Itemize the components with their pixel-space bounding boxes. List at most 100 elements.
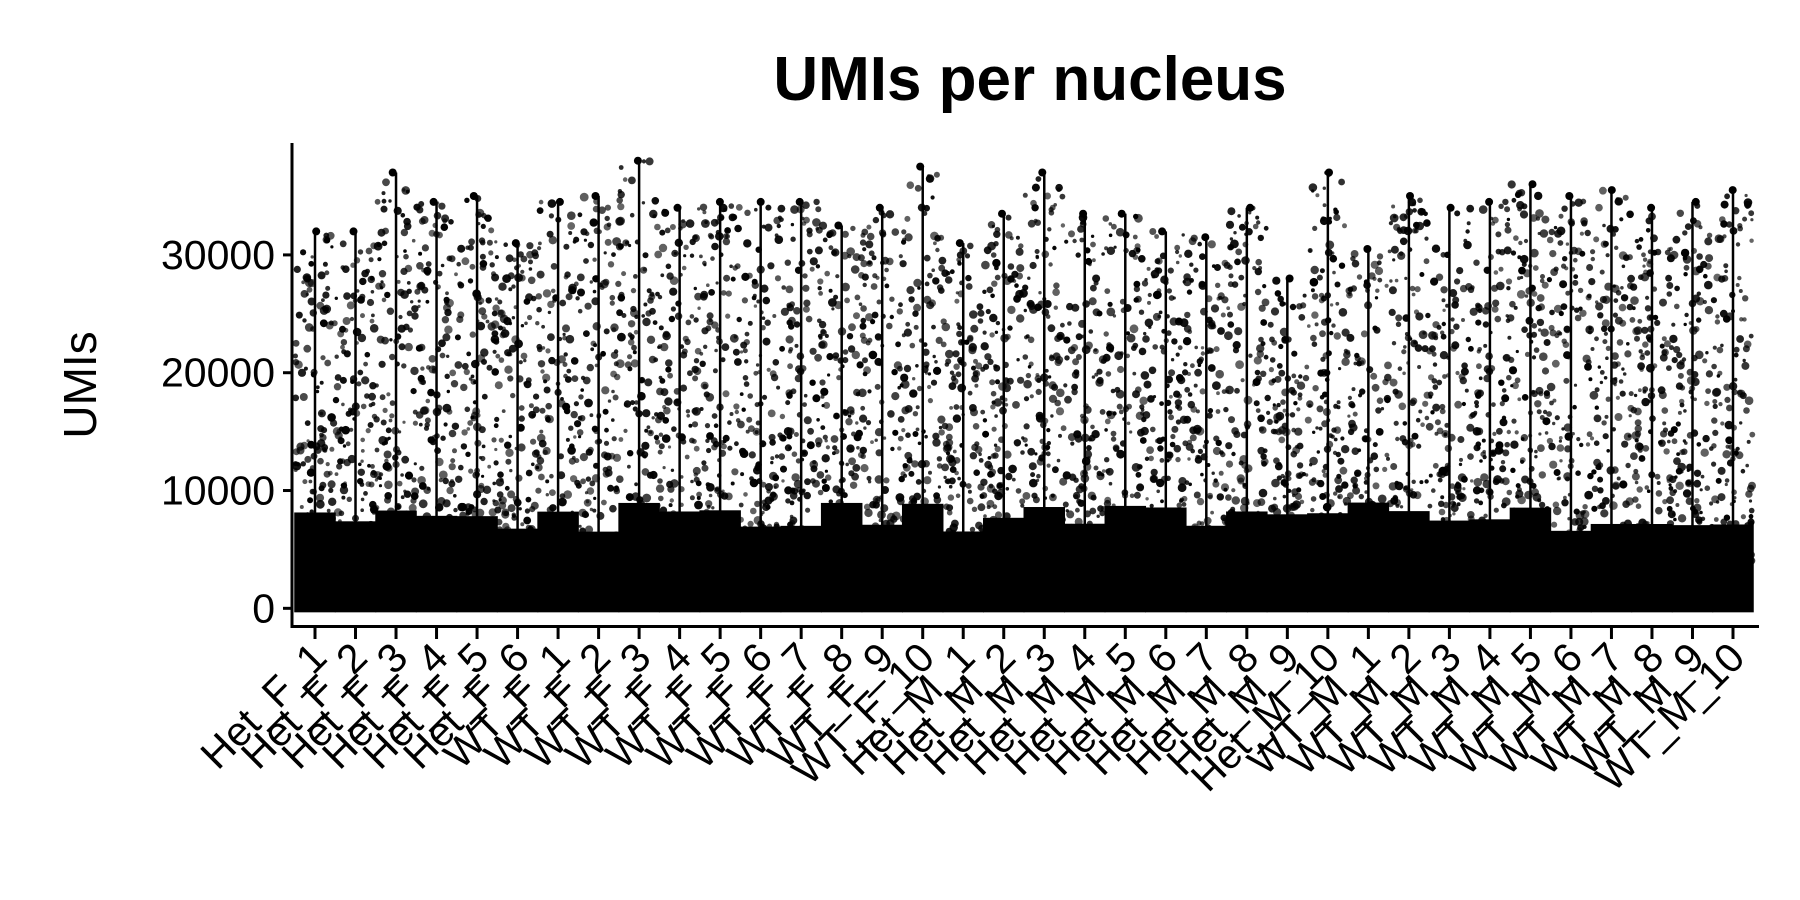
data-point	[1016, 358, 1020, 362]
data-point	[544, 522, 552, 530]
data-point	[1096, 368, 1103, 375]
data-point	[888, 544, 893, 549]
data-point	[715, 229, 721, 235]
data-point	[1422, 400, 1429, 407]
data-point	[1472, 486, 1482, 495]
data-point	[408, 518, 416, 527]
data-point	[645, 310, 652, 317]
data-point	[774, 454, 780, 459]
data-point	[679, 502, 684, 507]
data-point	[334, 296, 338, 300]
data-point	[1169, 441, 1176, 448]
data-point	[592, 257, 597, 262]
data-point	[1463, 240, 1472, 250]
data-point	[662, 404, 667, 410]
data-point	[996, 489, 1006, 498]
data-point	[1243, 395, 1253, 405]
data-point	[1340, 436, 1345, 441]
data-point	[1587, 472, 1594, 480]
data-point	[1326, 499, 1335, 508]
data-point	[317, 548, 326, 557]
data-point	[694, 500, 703, 510]
data-point	[1318, 568, 1328, 578]
data-point	[1175, 511, 1183, 518]
data-point	[1205, 562, 1210, 567]
data-point	[822, 237, 828, 243]
data-point	[352, 327, 362, 337]
data-point	[1569, 288, 1574, 293]
data-point	[993, 364, 1001, 372]
data-point	[633, 274, 638, 279]
data-point	[1136, 507, 1143, 515]
data-point	[423, 266, 432, 275]
data-point	[648, 430, 653, 434]
data-point	[1393, 499, 1401, 507]
category-group	[332, 227, 379, 613]
data-point	[1518, 567, 1527, 576]
data-point	[1038, 291, 1042, 295]
data-point	[622, 521, 631, 529]
data-point	[900, 373, 909, 382]
data-point	[1087, 570, 1093, 576]
data-point	[1338, 367, 1342, 371]
data-point	[1080, 433, 1090, 443]
data-point	[1464, 388, 1469, 393]
data-point	[1167, 531, 1172, 535]
data-point	[464, 406, 471, 413]
data-point	[617, 332, 626, 342]
data-point	[498, 437, 504, 443]
data-point	[1519, 210, 1529, 219]
data-point	[336, 562, 341, 567]
data-point	[1599, 380, 1604, 385]
data-point	[1425, 422, 1434, 431]
data-point	[1243, 293, 1247, 298]
data-point	[1014, 552, 1023, 560]
data-point	[692, 234, 698, 240]
data-point	[806, 248, 813, 255]
data-point	[957, 356, 964, 364]
data-point	[1051, 383, 1059, 391]
data-point	[513, 305, 518, 310]
data-point	[773, 216, 781, 225]
data-point	[547, 333, 555, 341]
data-point	[955, 371, 962, 378]
data-point	[1517, 546, 1523, 552]
data-point	[1594, 387, 1600, 393]
data-point	[370, 290, 375, 294]
data-point	[410, 497, 417, 504]
data-point	[1213, 560, 1219, 565]
data-point	[863, 544, 873, 553]
data-point	[1022, 192, 1028, 198]
data-point	[747, 520, 754, 528]
data-point	[785, 335, 794, 344]
data-point	[1273, 457, 1280, 465]
data-point	[980, 492, 988, 499]
data-point	[876, 496, 881, 502]
y-tick-label: 10000	[161, 468, 275, 514]
data-point-max	[998, 209, 1006, 218]
data-point	[680, 351, 688, 359]
data-point	[302, 523, 310, 531]
data-point	[773, 521, 780, 528]
data-point	[494, 297, 499, 301]
data-point	[1090, 284, 1097, 292]
data-point	[581, 510, 589, 519]
data-point	[1310, 288, 1315, 293]
data-point	[1043, 517, 1051, 526]
data-point	[757, 370, 762, 375]
data-point	[1110, 388, 1116, 394]
data-point	[641, 441, 650, 450]
data-point	[410, 388, 417, 395]
data-point	[1295, 565, 1305, 574]
data-point	[1372, 325, 1378, 331]
data-point	[667, 372, 673, 379]
data-point	[865, 420, 872, 426]
data-point	[450, 380, 459, 388]
data-point	[1050, 414, 1054, 418]
data-point	[779, 434, 787, 442]
data-point	[1564, 432, 1573, 441]
data-point-max	[1158, 227, 1167, 236]
data-point	[966, 545, 973, 552]
data-point	[1337, 541, 1345, 549]
data-point	[903, 364, 912, 373]
